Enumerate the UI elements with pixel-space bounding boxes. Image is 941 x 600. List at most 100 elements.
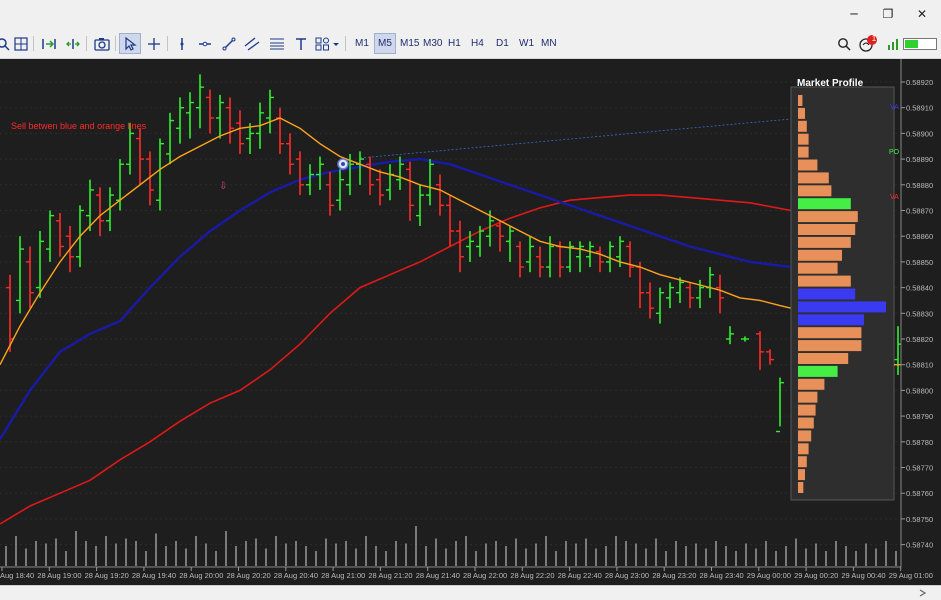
text-button[interactable] bbox=[292, 33, 310, 54]
scroll-right-icon[interactable] bbox=[918, 589, 928, 597]
market-profile-bar bbox=[798, 404, 816, 416]
screenshot-button[interactable] bbox=[93, 33, 111, 54]
vertical-line-button[interactable] bbox=[173, 33, 191, 54]
timeframe-mn-button[interactable]: MN bbox=[541, 38, 557, 49]
notification-icon bbox=[859, 34, 877, 52]
market-profile-title: Market Profile bbox=[797, 78, 864, 89]
price-bar bbox=[166, 112, 174, 165]
price-bar bbox=[576, 241, 584, 273]
close-button[interactable]: ✕ bbox=[906, 0, 938, 28]
minimize-button[interactable]: ─ bbox=[838, 0, 870, 28]
sell-arrow-icon[interactable]: ⇩ bbox=[219, 181, 227, 192]
market-profile-bar bbox=[798, 211, 858, 223]
time-label: 28 Aug 23:40 bbox=[700, 571, 744, 580]
timeframe-w1-button[interactable]: W1 bbox=[519, 38, 534, 49]
market-profile-bar bbox=[798, 430, 812, 442]
minimize-icon: ─ bbox=[850, 7, 858, 21]
market-profile-bar bbox=[798, 353, 849, 364]
timeframe-m15-button[interactable]: M15 bbox=[400, 38, 420, 49]
connection-status[interactable] bbox=[903, 33, 937, 54]
price-bar bbox=[136, 128, 144, 185]
price-bar bbox=[216, 94, 224, 139]
timeframe-h1-button[interactable]: H1 bbox=[448, 38, 461, 49]
price-bar bbox=[416, 184, 424, 226]
price-bar bbox=[396, 156, 404, 190]
price-bar bbox=[726, 326, 734, 345]
timeframe-m1-button[interactable]: M1 bbox=[355, 38, 369, 49]
fibonacci-button[interactable] bbox=[268, 33, 286, 54]
signal-button[interactable] bbox=[884, 33, 902, 54]
timeframe-d1-button[interactable]: D1 bbox=[496, 38, 509, 49]
time-label: 28 Aug 19:00 bbox=[37, 571, 81, 580]
price-bar bbox=[636, 261, 644, 309]
price-bar bbox=[676, 277, 684, 304]
market-profile-bar bbox=[798, 133, 809, 145]
time-label: 28 Aug 18:40 bbox=[0, 571, 34, 580]
price-bar bbox=[336, 169, 344, 211]
horizontal-line-icon bbox=[199, 41, 211, 46]
text-icon bbox=[296, 37, 306, 50]
timeframe-m30-button[interactable]: M30 bbox=[423, 38, 443, 49]
price-axis[interactable] bbox=[901, 59, 941, 567]
toolbar-separator bbox=[86, 36, 87, 51]
price-bar bbox=[426, 159, 434, 206]
market-profile-bar bbox=[798, 275, 851, 287]
poc-label: PO bbox=[889, 149, 900, 156]
price-bar bbox=[766, 349, 774, 365]
autoscroll-button[interactable] bbox=[40, 33, 58, 54]
timeframe-h4-button[interactable]: H4 bbox=[471, 38, 484, 49]
toolbar-separator bbox=[33, 36, 34, 51]
restore-button[interactable]: ❐ bbox=[872, 0, 904, 28]
price-chart[interactable]: Sell betwen blue and orange lines ⇩ Mark… bbox=[0, 59, 941, 585]
grid-button[interactable] bbox=[12, 33, 30, 54]
price-bar bbox=[716, 274, 724, 314]
search-button[interactable] bbox=[835, 33, 853, 54]
market-profile-bar bbox=[798, 469, 805, 481]
notifications-button[interactable]: 1 bbox=[858, 33, 880, 54]
chart-annotation[interactable]: Sell betwen blue and orange lines bbox=[11, 121, 147, 131]
price-bar bbox=[646, 282, 654, 319]
price-bar bbox=[686, 282, 694, 309]
market-profile-bar bbox=[798, 301, 886, 313]
chart-shift-button[interactable] bbox=[64, 33, 82, 54]
price-bar bbox=[606, 241, 614, 273]
price-bar bbox=[756, 331, 764, 370]
shapes-button[interactable] bbox=[314, 33, 342, 54]
zoom-in-button[interactable] bbox=[0, 33, 12, 54]
price-bar bbox=[656, 287, 664, 324]
trendline-button[interactable] bbox=[220, 33, 238, 54]
price-bar bbox=[16, 236, 24, 314]
fibonacci-icon bbox=[270, 38, 284, 49]
price-bar bbox=[126, 123, 134, 175]
time-label: 29 Aug 01:00 bbox=[889, 571, 933, 580]
time-label: 28 Aug 22:00 bbox=[463, 571, 507, 580]
channel-button[interactable] bbox=[243, 33, 261, 54]
price-bar bbox=[486, 210, 494, 247]
time-label: 28 Aug 20:40 bbox=[274, 571, 318, 580]
price-bar bbox=[196, 74, 204, 129]
market-profile-bar bbox=[798, 391, 818, 403]
price-bar bbox=[236, 110, 244, 154]
market-profile-bar bbox=[798, 262, 838, 274]
cursor-button[interactable] bbox=[119, 33, 141, 54]
slow-moving-average bbox=[0, 194, 792, 525]
price-bar bbox=[586, 241, 594, 268]
crosshair-icon bbox=[148, 37, 160, 50]
chart-canvas[interactable]: Sell betwen blue and orange lines ⇩ Mark… bbox=[0, 59, 941, 585]
horizontal-line-button[interactable] bbox=[196, 33, 214, 54]
price-label: 0.58850 bbox=[906, 258, 933, 267]
crosshair-button[interactable] bbox=[145, 33, 163, 54]
toolbar: M1 M5 M15 M30 H1 H4 D1 W1 MN 1 bbox=[0, 28, 941, 59]
screenshot-icon bbox=[94, 37, 110, 51]
market-profile-bar bbox=[798, 185, 832, 197]
timeframe-m5-button[interactable]: M5 bbox=[374, 33, 396, 54]
dotted-trendline[interactable] bbox=[359, 118, 792, 159]
time-label: 28 Aug 19:20 bbox=[85, 571, 129, 580]
market-profile-bar bbox=[798, 107, 805, 119]
price-bar bbox=[36, 231, 44, 298]
crosshair-marker-icon[interactable] bbox=[337, 158, 349, 170]
price-bar bbox=[546, 236, 554, 278]
market-profile-bar bbox=[798, 340, 862, 352]
price-bar bbox=[156, 138, 164, 211]
price-bar bbox=[456, 220, 464, 273]
